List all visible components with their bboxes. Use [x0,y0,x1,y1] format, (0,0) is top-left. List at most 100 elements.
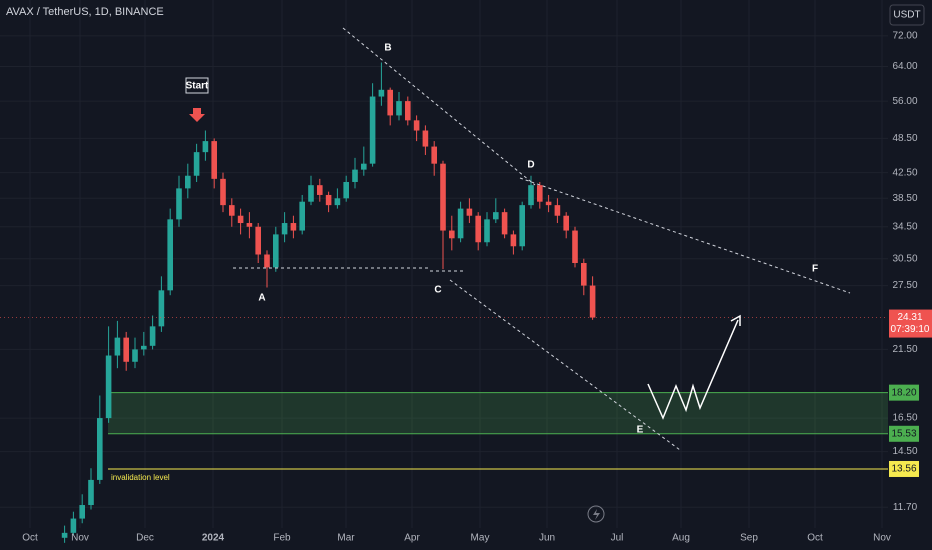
candle-body [97,418,103,480]
level-label-box [889,425,919,442]
candle-body [537,185,543,202]
candle-body [457,208,464,239]
candle-body [237,215,244,224]
y-tick-label: 56.00 [892,96,917,107]
trendline [519,177,851,294]
level-label: 15.53 [891,428,916,439]
x-tick-label: Oct [22,533,38,544]
x-tick-label: 2024 [202,533,225,544]
candle-body [299,201,305,231]
zone [108,392,888,470]
candle-body [387,89,393,116]
support-zone [108,392,888,434]
candle-body [79,505,85,519]
candle-body [132,349,138,362]
candle-body [290,223,297,231]
candle-body [484,219,490,243]
annotation: D [527,160,534,171]
candle-body [246,223,253,227]
candle-body [413,120,420,131]
x-tick-label: Nov [71,533,89,544]
x-tick-label: Nov [873,533,891,544]
candle-body [185,175,191,189]
last-price-label: 24.31 [897,312,922,323]
y-tick-label: 30.50 [892,253,917,264]
x-tick-label: Sep [740,533,758,544]
candle-body [378,89,385,97]
y-tick-label: 11.70 [893,502,918,513]
y-tick-label: 38.50 [892,193,917,204]
y-tick-label: 72.00 [892,31,917,42]
candle-body [528,185,534,206]
candle-body [281,223,288,235]
currency: USDT [893,10,920,21]
grid [0,0,888,528]
level-label-box [889,384,919,401]
candle-body [554,205,561,216]
candle-body [440,163,446,231]
annotation: Start [186,81,209,92]
y-tick-label: 21.50 [892,344,917,355]
candle-body [334,198,341,206]
chart-title: AVAX / TetherUS, 1D, BINANCE [6,6,164,18]
candle-body [475,215,481,243]
y-tick-label: 16.50 [892,413,917,424]
candle-body [361,163,367,170]
replay-icon[interactable] [587,505,605,523]
annotation: B [384,43,391,54]
candle-body [589,285,596,318]
y-tick-label: 34.50 [892,221,917,232]
x-tick-label: Feb [273,533,291,544]
candle-body [431,146,437,164]
candle-body [105,355,112,419]
candle-body [466,208,473,216]
candle-body [510,234,517,247]
y-tick-label: 64.00 [892,61,917,72]
currency-box[interactable] [889,4,925,26]
candle-body [176,188,182,220]
x-tick-label: Dec [136,533,154,544]
candle-body [545,201,552,206]
candle-body [88,479,94,506]
candle-body [422,130,429,147]
candle-body [317,185,323,195]
projection-arrowhead [730,314,741,326]
candle-body [572,230,578,264]
candle-body [202,141,209,153]
x-tick-label: Oct [807,533,823,544]
candle-body [493,212,499,220]
level-label-box [889,460,919,477]
candle-body [61,532,68,538]
candle-body [343,181,349,199]
x-tick-label: Jun [539,533,555,544]
candle-body [141,345,147,350]
annotations: Start A B C D E F invalidation level [111,43,818,482]
candle-body [396,101,402,116]
y-tick-label: 27.50 [892,280,917,291]
candle-body [220,178,226,206]
x-tick-label: Apr [404,533,420,544]
y-tick-label: 14.50 [892,446,917,457]
candle-body [255,226,261,255]
x-tick-label: Jul [611,533,624,544]
candle-body [167,219,173,291]
candle-body [519,205,525,247]
candle-body [405,101,411,121]
candle-body [70,518,77,533]
candle-body [211,141,217,179]
candle-body [264,254,270,268]
annotation: invalidation level [111,473,170,482]
last-price-box [889,309,932,338]
candle-body [501,212,508,235]
candle-body [114,337,121,356]
annotation: A [258,293,265,304]
start-box [185,77,209,94]
y-tick-label: 48.50 [892,133,917,144]
countdown: 07:39:10 [891,324,930,335]
level-label: 18.20 [891,387,916,398]
candle-body [308,185,314,202]
candle-body [369,96,376,164]
replay-icon-bolt [593,509,600,520]
